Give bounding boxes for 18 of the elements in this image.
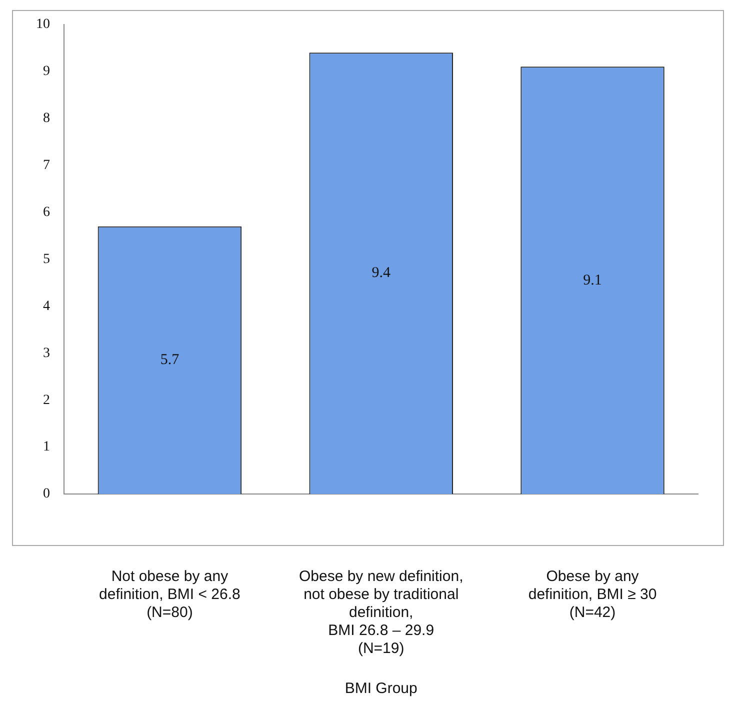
y-tick-label: 1 — [43, 440, 50, 455]
y-tick-label: 4 — [43, 298, 50, 314]
y-tick-label: 9 — [43, 64, 50, 80]
y-tick-label: 2 — [43, 392, 50, 408]
y-tick-label: 10 — [36, 17, 50, 32]
x-axis-title: BMI Group — [344, 680, 418, 698]
y-tick-label: 7 — [43, 158, 50, 173]
x-tick-label: Obese by new definition, not obese by traditional definition, BMI 26.8 – 29.9 (N=19) — [298, 568, 464, 658]
y-tick-label: 6 — [43, 204, 50, 220]
y-tick-label: 5 — [43, 252, 50, 267]
data-label: 9.4 — [372, 265, 391, 282]
x-tick-label: Obese by any definition, BMI ≥ 30 (N=42) — [528, 568, 657, 622]
y-tick-label: 3 — [43, 346, 50, 361]
data-label: 9.1 — [583, 272, 602, 288]
y-tick-label: 8 — [43, 110, 50, 126]
data-label: 5.7 — [160, 352, 180, 368]
y-tick-label: 0 — [43, 486, 50, 502]
x-tick-label: Not obese by any definition, BMI < 26.8 (N=80) — [99, 568, 240, 622]
